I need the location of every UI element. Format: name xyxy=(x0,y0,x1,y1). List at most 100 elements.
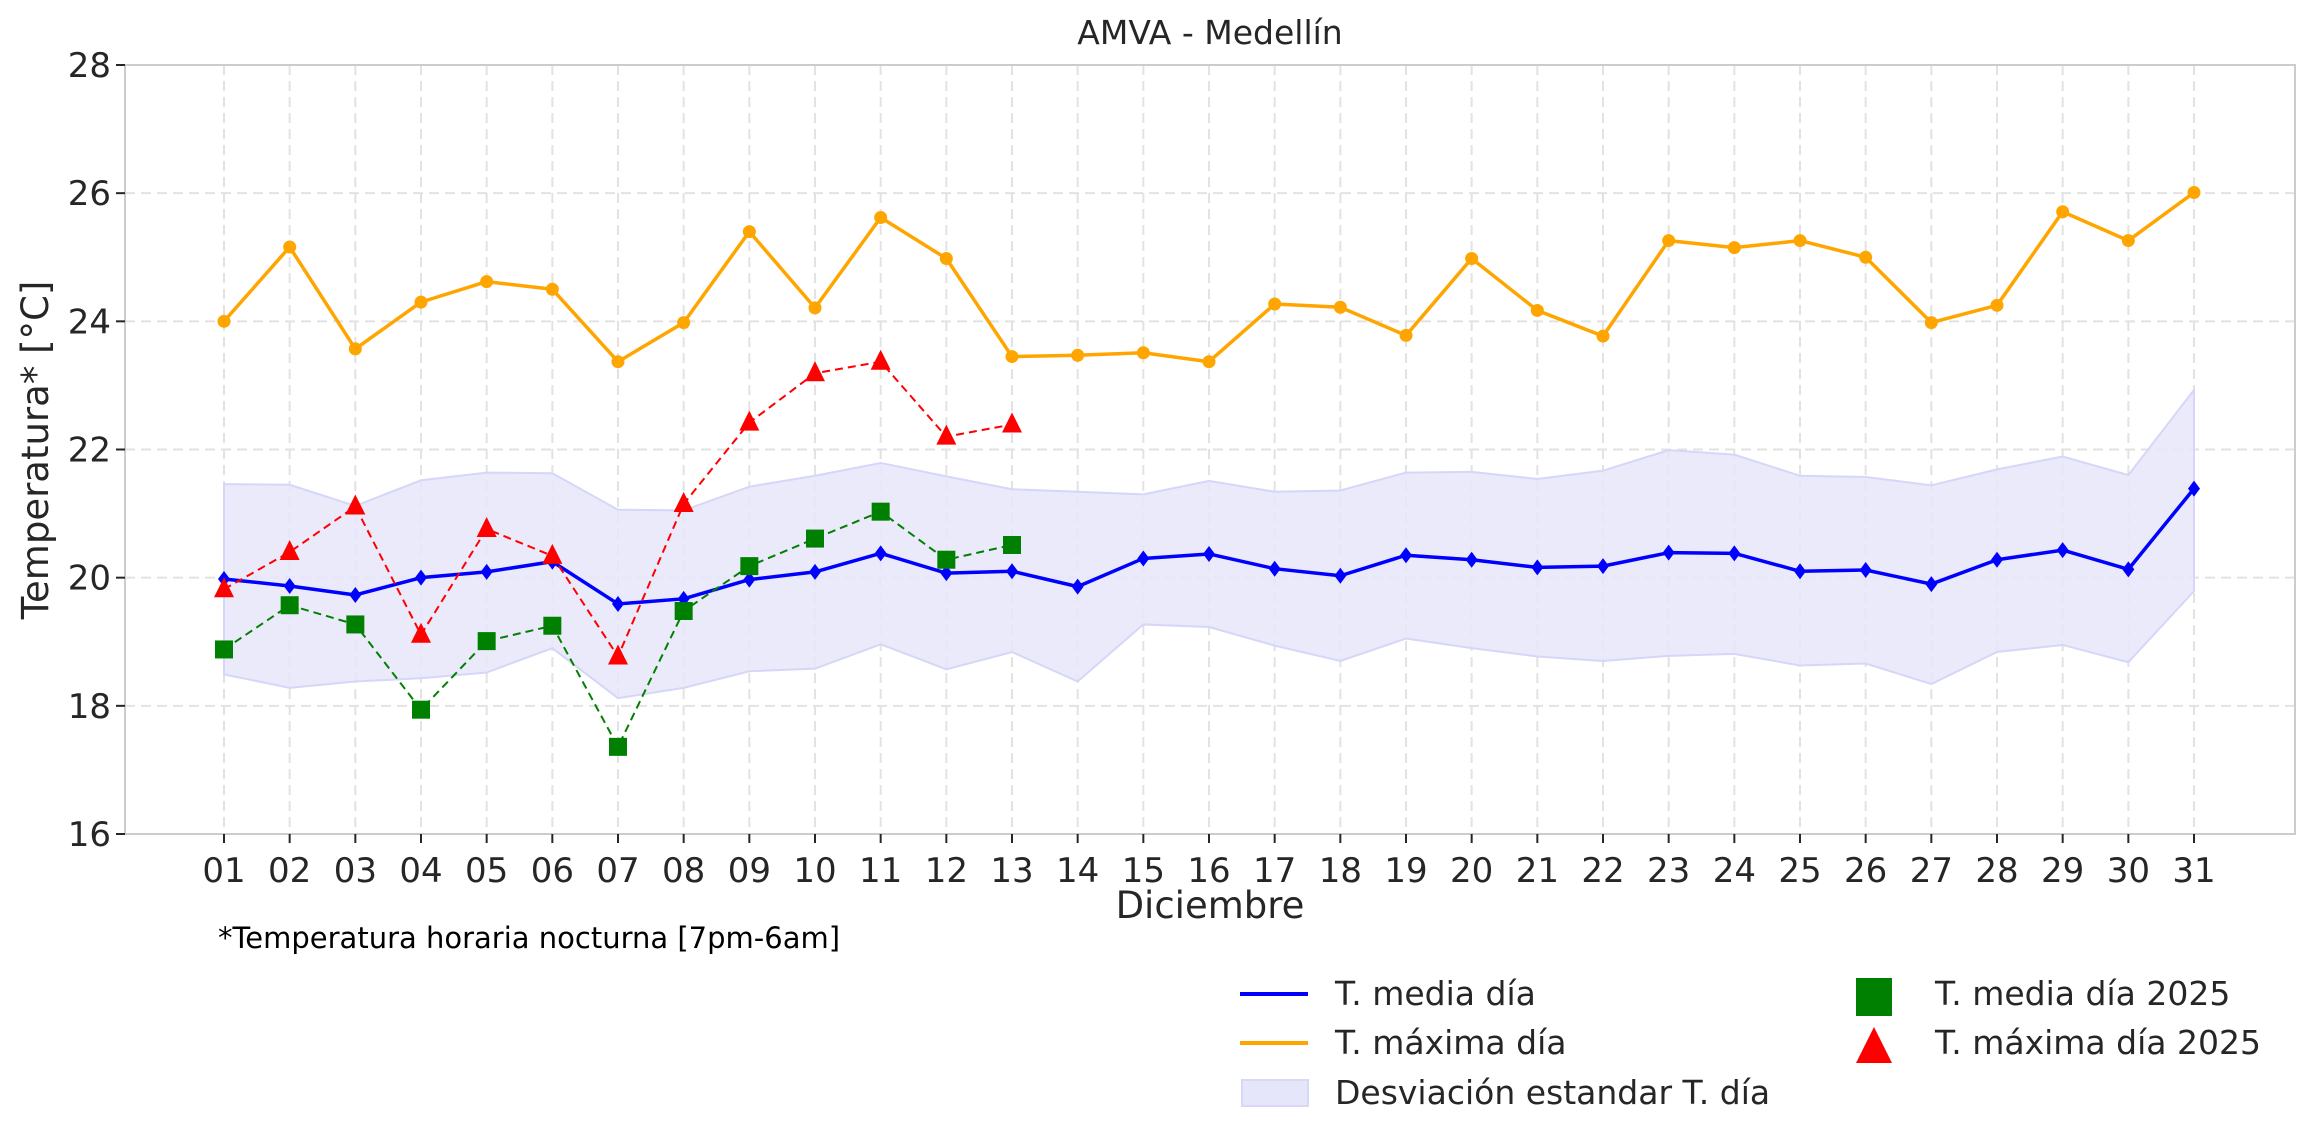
legend-label-maxima-2025: T. máxima día 2025 xyxy=(1934,1023,2261,1062)
y-tick-label: 20 xyxy=(68,559,111,599)
data-point-circle xyxy=(1202,355,1216,369)
data-point-diamond xyxy=(349,586,362,603)
y-tick-label: 24 xyxy=(68,302,111,342)
x-tick-label: 11 xyxy=(859,851,902,891)
series-t-m-xima-d-a-2025 xyxy=(214,349,1022,665)
data-point-circle xyxy=(2056,205,2070,219)
data-point-circle xyxy=(1662,234,1676,248)
data-point-square xyxy=(740,557,759,576)
data-point-circle xyxy=(1727,241,1741,255)
data-point-triangle xyxy=(542,543,563,564)
legend-label-media-2025: T. media día 2025 xyxy=(1934,974,2230,1013)
series-t-media-d-a-2025 xyxy=(215,502,1021,756)
std-band-layer xyxy=(223,386,2195,700)
data-point-diamond xyxy=(1334,567,1347,584)
x-tick-label: 27 xyxy=(1910,851,1953,891)
data-point-circle xyxy=(742,225,756,239)
x-tick-label: 28 xyxy=(1975,851,2018,891)
data-point-circle xyxy=(874,211,888,225)
data-point-circle xyxy=(808,301,822,315)
x-tick-label: 19 xyxy=(1384,851,1427,891)
legend-label-std: Desviación estandar T. día xyxy=(1335,1073,1770,1112)
data-point-diamond xyxy=(1071,578,1084,595)
data-point-triangle xyxy=(214,577,234,598)
legend-label-maxima: T. máxima día xyxy=(1334,1023,1566,1062)
x-tick-label: 03 xyxy=(334,851,377,891)
data-point-diamond xyxy=(1597,558,1609,575)
data-point-circle xyxy=(1071,348,1085,362)
data-point-square xyxy=(609,737,627,756)
data-point-diamond xyxy=(2188,480,2200,497)
x-tick-label: 01 xyxy=(202,851,245,891)
x-tick-label: 13 xyxy=(990,851,1033,891)
data-point-circle xyxy=(1596,329,1610,343)
x-tick-label: 08 xyxy=(662,851,705,891)
data-point-triangle xyxy=(739,410,760,431)
data-point-diamond xyxy=(1006,563,1018,580)
grid xyxy=(125,65,2295,834)
data-point-diamond xyxy=(809,563,821,580)
data-point-square xyxy=(871,502,890,521)
data-point-diamond xyxy=(612,595,624,612)
x-tick-label: 14 xyxy=(1056,851,1099,891)
data-point-square xyxy=(346,615,365,634)
data-point-square xyxy=(280,596,299,615)
data-point-circle xyxy=(1859,250,1873,264)
data-point-circle xyxy=(611,355,625,369)
data-point-circle xyxy=(1136,346,1150,360)
data-point-circle xyxy=(1268,297,1282,311)
data-point-diamond xyxy=(283,577,296,594)
data-point-diamond xyxy=(1794,563,1806,580)
data-point-diamond xyxy=(1728,545,1741,562)
series-layer xyxy=(214,186,2201,756)
y-tick-label: 18 xyxy=(68,687,111,727)
x-tick-label: 25 xyxy=(1778,851,1821,891)
x-tick-label: 07 xyxy=(596,851,639,891)
data-point-diamond xyxy=(874,545,887,562)
data-point-diamond xyxy=(1662,544,1675,561)
data-point-circle xyxy=(1990,298,2004,312)
data-point-circle xyxy=(677,316,691,330)
x-axis-label: Diciembre xyxy=(1116,884,1305,927)
legend: T. media día T. máxima día Desviación es… xyxy=(1240,974,2261,1112)
x-tick-label: 22 xyxy=(1581,851,1624,891)
data-point-circle xyxy=(480,275,494,289)
data-point-diamond xyxy=(1991,551,2003,568)
data-point-square xyxy=(1003,535,1021,554)
legend-swatch-maxima-2025 xyxy=(1856,1027,1892,1063)
chart-title: AMVA - Medellín xyxy=(1077,13,1342,52)
data-point-diamond xyxy=(2056,542,2069,559)
footnote: *Temperatura horaria nocturna [7pm-6am] xyxy=(218,921,840,955)
x-tick-label: 09 xyxy=(728,851,771,891)
data-point-circle xyxy=(2187,186,2201,200)
data-point-circle xyxy=(545,282,559,296)
x-tick-label: 02 xyxy=(268,851,311,891)
data-point-triangle xyxy=(608,644,628,665)
y-tick-label: 22 xyxy=(68,431,111,471)
data-point-circle xyxy=(1005,350,1019,364)
x-tick-label: 20 xyxy=(1450,851,1493,891)
legend-swatch-media-2025 xyxy=(1856,978,1892,1016)
x-tick-label: 21 xyxy=(1516,851,1559,891)
data-point-square xyxy=(806,529,824,548)
data-point-circle xyxy=(1793,234,1807,248)
y-axis-ticks: 16 18 20 22 24 26 28 xyxy=(68,46,125,855)
y-tick-label: 16 xyxy=(68,815,111,855)
data-point-square xyxy=(543,616,562,635)
x-tick-label: 24 xyxy=(1713,851,1756,891)
x-tick-label: 10 xyxy=(793,851,836,891)
data-point-circle xyxy=(1924,316,1938,330)
data-point-triangle xyxy=(805,361,825,382)
y-tick-label: 28 xyxy=(68,46,111,86)
x-tick-label: 05 xyxy=(465,851,508,891)
data-point-circle xyxy=(939,252,953,266)
data-point-circle xyxy=(2121,234,2135,248)
data-point-circle xyxy=(1530,303,1544,317)
data-point-diamond xyxy=(1925,576,1938,593)
data-point-triangle xyxy=(673,491,694,512)
x-tick-label: 15 xyxy=(1122,851,1165,891)
data-point-diamond xyxy=(1400,547,1412,564)
legend-swatch-std xyxy=(1241,1079,1309,1107)
x-tick-label: 29 xyxy=(2041,851,2084,891)
